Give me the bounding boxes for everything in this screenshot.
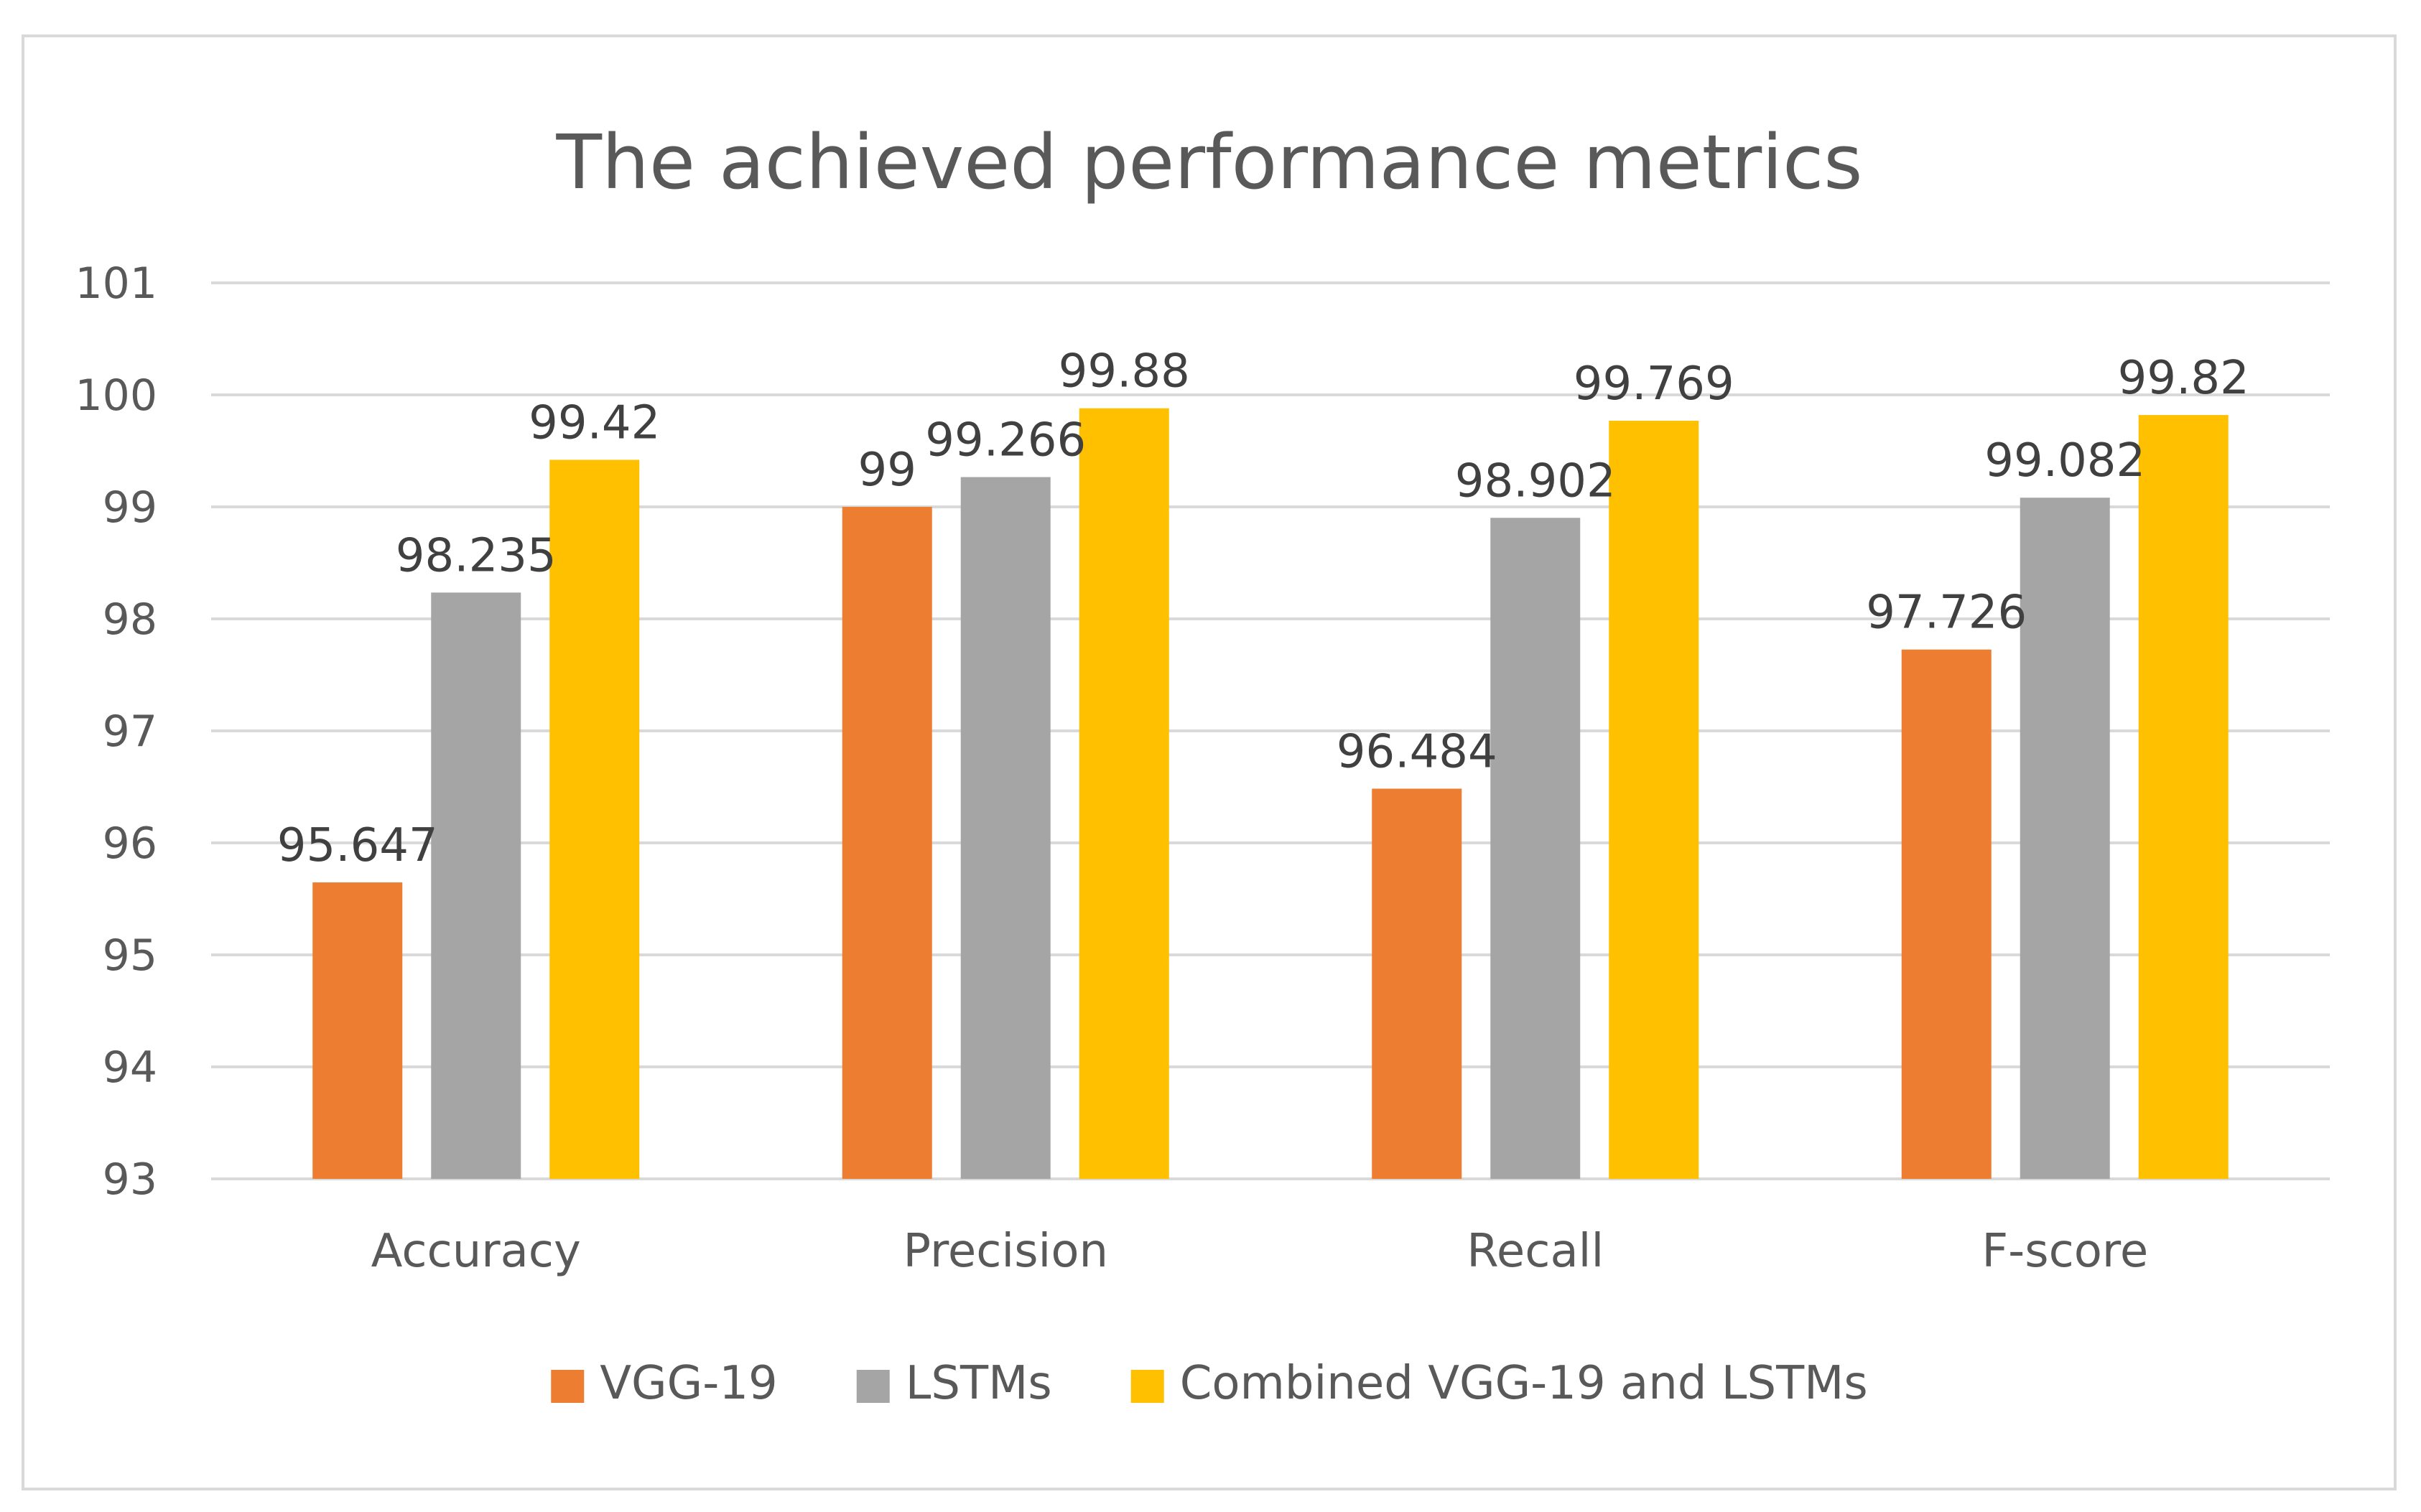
data-label: 95.647: [277, 819, 438, 872]
bar-recall-1: [1372, 788, 1462, 1179]
x-axis-categories: Accuracy Precision Recall F-score: [371, 1225, 2149, 1278]
legend-label: Combined VGG-19 and LSTMs: [1180, 1357, 1868, 1410]
bar-precision-1: [842, 507, 932, 1179]
category-label: Accuracy: [371, 1225, 581, 1278]
bar-accuracy-3: [549, 459, 640, 1179]
legend: VGG-19 LSTMs Combined VGG-19 and LSTMs: [551, 1357, 1868, 1410]
bars: [312, 408, 2229, 1179]
bar-precision-3: [1079, 408, 1169, 1179]
data-label: 96.484: [1337, 725, 1497, 778]
bar-accuracy-1: [312, 882, 403, 1179]
chart-title: The achieved performance metrics: [556, 118, 1863, 206]
bar-recall-2: [1490, 518, 1581, 1179]
data-label: 99.769: [1574, 358, 1734, 411]
bar-f-score-1: [1901, 649, 1992, 1179]
category-label: F-score: [1981, 1225, 2148, 1278]
data-label: 99: [858, 444, 916, 497]
bar-f-score-3: [2138, 415, 2229, 1179]
chart-svg: The achieved performance metrics 9394959…: [75, 118, 2330, 1410]
category-label: Precision: [903, 1225, 1108, 1278]
legend-swatch-1: [551, 1370, 585, 1403]
y-tick-label: 95: [103, 930, 157, 981]
category-label: Recall: [1467, 1225, 1604, 1278]
data-label: 99.82: [2118, 352, 2249, 405]
data-label: 98.235: [396, 529, 557, 582]
y-tick-label: 99: [103, 482, 157, 533]
bar-f-score-2: [2020, 498, 2110, 1179]
data-label: 99.42: [529, 396, 660, 449]
y-axis-ticks: 93 94 95 96 97 98 99 100 101: [75, 258, 157, 1205]
data-label: 99.88: [1059, 345, 1190, 398]
data-label: 99.266: [925, 414, 1086, 467]
data-label: 98.902: [1455, 454, 1616, 508]
legend-swatch-2: [856, 1370, 890, 1403]
y-tick-label: 100: [75, 370, 157, 421]
y-tick-label: 97: [103, 706, 157, 757]
y-tick-label: 94: [103, 1042, 157, 1093]
y-tick-label: 96: [103, 818, 157, 869]
legend-swatch-3: [1130, 1370, 1164, 1403]
data-label: 99.082: [1984, 434, 2145, 487]
bar-recall-3: [1609, 421, 1699, 1179]
data-label: 97.726: [1866, 587, 2027, 640]
bar-precision-2: [960, 477, 1051, 1179]
y-tick-label: 101: [75, 258, 157, 309]
bar-accuracy-2: [431, 592, 521, 1179]
legend-label: LSTMs: [906, 1357, 1052, 1410]
y-tick-label: 93: [103, 1154, 157, 1205]
legend-label: VGG-19: [600, 1357, 778, 1410]
y-tick-label: 98: [103, 594, 157, 645]
chart-frame: The achieved performance metrics 93 94 95 9…: [22, 34, 2397, 1490]
